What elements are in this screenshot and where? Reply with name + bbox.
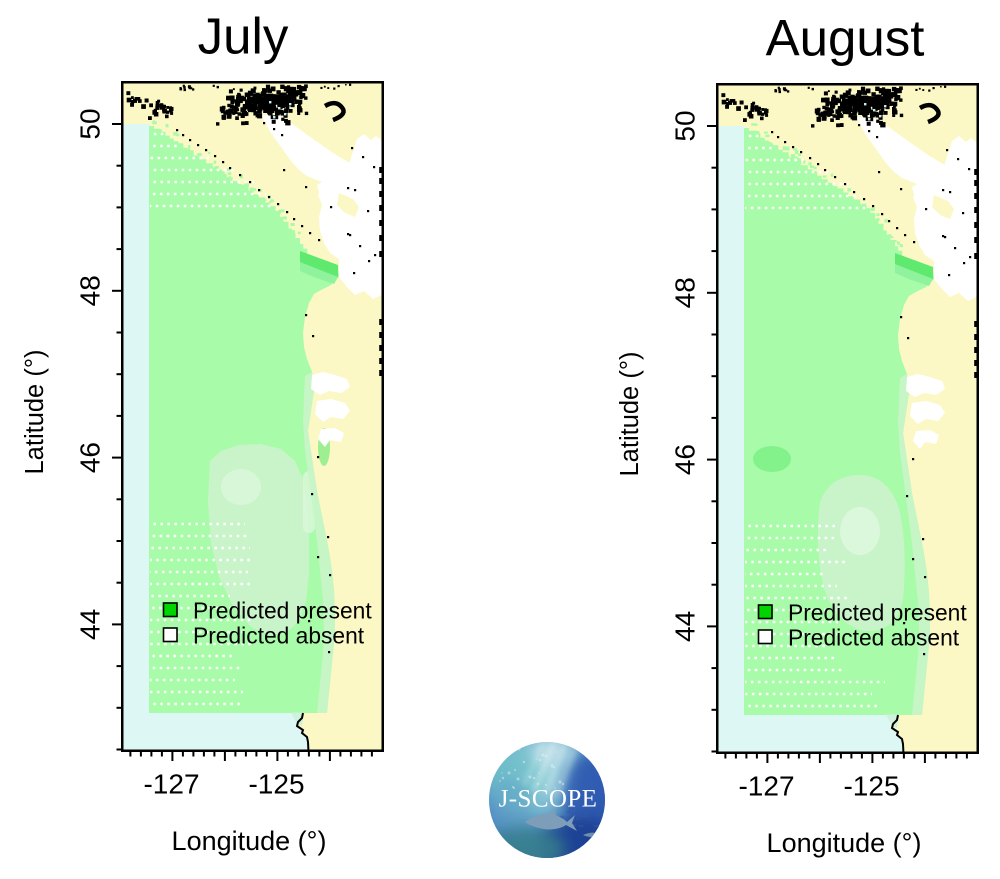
svg-text:August: August: [766, 10, 925, 67]
svg-text:50: 50: [75, 108, 106, 139]
svg-text:July: July: [198, 8, 289, 65]
svg-text:50: 50: [670, 110, 701, 141]
svg-text:-125: -125: [843, 771, 899, 802]
svg-text:44: 44: [75, 609, 106, 640]
svg-text:-127: -127: [143, 769, 199, 800]
svg-text:Longitude (°): Longitude (°): [172, 826, 327, 856]
svg-text:J-SCOPE: J-SCOPE: [499, 786, 598, 813]
svg-text:48: 48: [670, 277, 701, 308]
svg-text:Predicted present: Predicted present: [193, 598, 372, 624]
svg-text:48: 48: [75, 275, 106, 306]
svg-text:44: 44: [670, 611, 701, 642]
svg-text:46: 46: [75, 442, 106, 473]
svg-text:Predicted present: Predicted present: [788, 600, 967, 626]
svg-text:Latitude (°): Latitude (°): [21, 349, 49, 474]
svg-text:Latitude (°): Latitude (°): [616, 351, 644, 476]
svg-text:Predicted absent: Predicted absent: [193, 623, 365, 649]
svg-text:Longitude (°): Longitude (°): [767, 828, 922, 858]
svg-text:-127: -127: [738, 771, 794, 802]
svg-text:-125: -125: [248, 769, 304, 800]
svg-text:46: 46: [670, 444, 701, 475]
svg-text:Predicted absent: Predicted absent: [788, 625, 960, 651]
